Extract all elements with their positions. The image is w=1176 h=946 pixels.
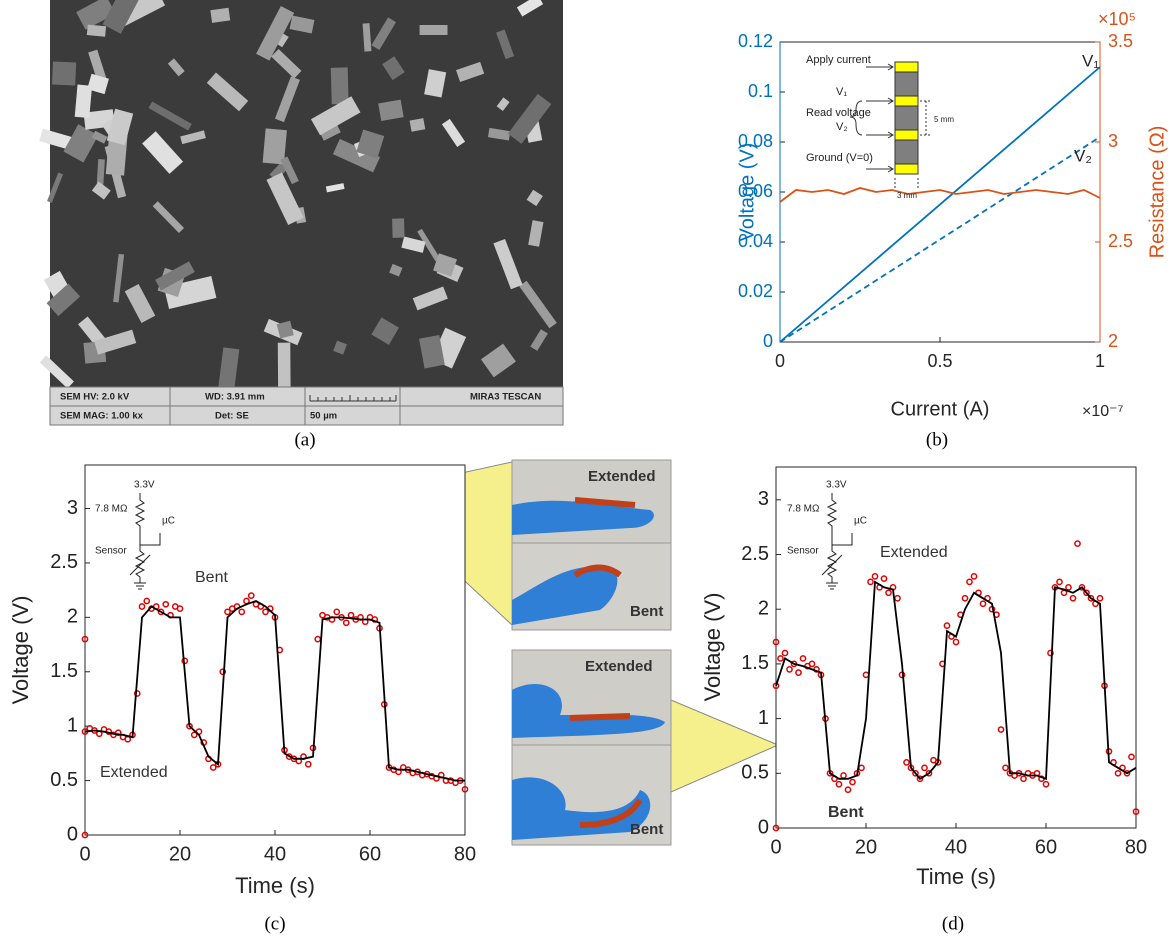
x-tick-label: 60	[359, 843, 381, 865]
y-tick-label: 1	[758, 707, 769, 729]
x-tick-label: 0	[79, 843, 90, 865]
x-tick-label: 40	[945, 836, 967, 858]
x-axis-title: Current (A)	[891, 398, 990, 420]
y-tick-label: 0	[67, 823, 78, 845]
x-tick-label: 1	[1095, 351, 1105, 371]
inset-label: V₂	[836, 121, 848, 133]
figure: SEM HV: 2.0 kV WD: 3.91 mm MIRA3 TESCAN …	[0, 0, 1176, 941]
particle	[331, 67, 349, 104]
circuit-label: 3.3V	[134, 480, 155, 491]
photo-label: Bent	[630, 603, 663, 620]
annotation: Bent	[828, 804, 864, 821]
y-axis-title: Voltage (V)	[8, 596, 33, 705]
sem-info: WD: 3.91 mm	[205, 392, 265, 403]
y2-tick-label: 2	[1108, 331, 1118, 351]
particle	[392, 218, 404, 237]
x-tick-label: 20	[855, 836, 877, 858]
sem-info: MIRA3 TESCAN	[470, 392, 541, 403]
x-tick-label: 60	[1035, 836, 1057, 858]
annotation: Extended	[880, 544, 948, 561]
y-tick-label: 0.12	[738, 31, 773, 51]
x-tick-label: 20	[169, 843, 191, 865]
annotation: Extended	[100, 764, 168, 781]
sem-info: Det: SE	[215, 411, 249, 422]
sem-info: SEM MAG: 1.00 kx	[60, 411, 144, 422]
sem-info: SEM HV: 2.0 kV	[60, 392, 130, 403]
x-tick-label: 80	[454, 843, 476, 865]
caption: (d)	[942, 913, 964, 934]
inset-electrode	[895, 96, 918, 106]
particle	[420, 25, 448, 35]
x-axis-title: Time (s)	[916, 864, 996, 889]
inset-label: V₁	[836, 86, 847, 98]
photos	[512, 460, 671, 845]
particle	[87, 25, 106, 37]
caption: (b)	[926, 429, 948, 450]
y-tick-label: 0.5	[741, 762, 769, 784]
caption: (c)	[264, 913, 285, 934]
x-tick-label: 0	[770, 836, 781, 858]
particle	[210, 8, 230, 23]
y2-tick-label: 3	[1108, 131, 1118, 151]
circuit-label: µC	[162, 516, 175, 527]
caption: (a)	[294, 429, 315, 450]
x-tick-label: 0	[775, 351, 785, 371]
photo-label: Extended	[585, 658, 653, 675]
inset-electrode	[895, 62, 918, 72]
y-axis-title: Voltage (V)	[700, 593, 725, 702]
x-tick-label: 80	[1125, 836, 1147, 858]
inset-electrode	[895, 164, 918, 174]
inset-label: 3 mm	[897, 191, 917, 200]
y-tick-label: 1.5	[50, 660, 78, 682]
y-tick-label: 0	[763, 331, 773, 351]
inset-strip	[895, 62, 918, 174]
x-tick-label: 40	[264, 843, 286, 865]
circuit-label: µC	[854, 516, 867, 527]
circuit-label: Sensor	[787, 546, 819, 557]
circuit-label: Sensor	[95, 546, 127, 557]
circuit-label: 3.3V	[826, 480, 847, 491]
x-axis-title: Time (s)	[235, 873, 315, 898]
y2-axis-title: Resistance (Ω)	[1146, 126, 1168, 259]
particle	[75, 85, 92, 119]
inset-label: Apply current	[806, 54, 871, 66]
y-tick-label: 0.02	[738, 281, 773, 301]
annotation: Bent	[195, 569, 228, 586]
y-tick-label: 3	[758, 488, 769, 510]
inset-label: Read voltage	[806, 107, 871, 119]
y-tick-label: 2	[758, 597, 769, 619]
series-label: V₂	[1074, 146, 1092, 165]
circuit-label: 7.8 MΩ	[95, 504, 128, 515]
x-exponent: ×10⁻⁷	[1082, 403, 1124, 420]
y-tick-label: 3	[67, 497, 78, 519]
x-tick-label: 0.5	[927, 351, 952, 371]
y2-exponent: ×10⁵	[1098, 9, 1136, 29]
y-tick-label: 0	[758, 816, 769, 838]
inset-label: Ground (V=0)	[806, 152, 873, 164]
y-tick-label: 1.5	[741, 652, 769, 674]
y-tick-label: 2.5	[50, 551, 78, 573]
y2-tick-label: 3.5	[1108, 31, 1133, 51]
y-tick-label: 0.5	[50, 769, 78, 791]
particle	[52, 62, 76, 86]
y-tick-label: 1	[67, 714, 78, 736]
inset-electrode	[895, 130, 918, 140]
photo-label: Bent	[630, 821, 663, 838]
y2-tick-label: 2.5	[1108, 231, 1133, 251]
y-tick-label: 2.5	[741, 543, 769, 565]
circuit-label: 7.8 MΩ	[787, 504, 820, 515]
series-label: V₁	[1082, 51, 1099, 70]
sem-info: 50 µm	[310, 411, 337, 422]
photo-label: Extended	[588, 468, 656, 485]
particle	[278, 343, 291, 393]
y-tick-label: 0.1	[748, 81, 773, 101]
y-axis-title: Voltage (V)	[736, 143, 758, 242]
inset-label: 5 mm	[934, 115, 954, 124]
y-tick-label: 2	[67, 606, 78, 628]
